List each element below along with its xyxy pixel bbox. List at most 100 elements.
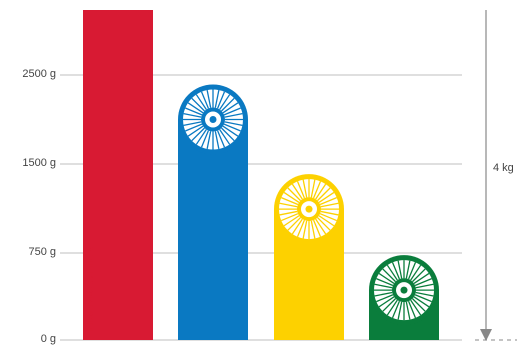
disc-flap bbox=[296, 219, 306, 238]
disc-flap bbox=[216, 130, 226, 148]
disc-flap bbox=[219, 129, 231, 145]
disc-flap bbox=[187, 125, 204, 137]
disc-flap bbox=[279, 202, 298, 208]
disc-flap bbox=[214, 89, 220, 108]
disc-flap bbox=[382, 268, 396, 283]
disc-flap bbox=[415, 283, 434, 289]
disc-flap bbox=[185, 123, 203, 132]
disc-flap bbox=[410, 299, 422, 316]
disc-flap bbox=[221, 97, 235, 112]
bar-cap bbox=[83, 0, 153, 3]
disc-flap bbox=[319, 197, 337, 206]
disc-flap bbox=[320, 202, 339, 208]
disc-flap bbox=[397, 260, 403, 279]
disc-flap bbox=[378, 296, 395, 308]
disc-flap bbox=[407, 262, 417, 280]
bar-group bbox=[83, 0, 153, 340]
disc-flap bbox=[291, 218, 303, 235]
disc-flap bbox=[397, 301, 403, 320]
disc-flap bbox=[317, 187, 331, 202]
disc-flap bbox=[224, 113, 243, 118]
disc-flap bbox=[374, 291, 393, 297]
disc-flap bbox=[312, 219, 322, 238]
flap-disc-icon bbox=[279, 179, 339, 240]
disc-flap bbox=[320, 210, 339, 216]
disc-flap bbox=[315, 183, 327, 200]
max-load-label: 4 kg bbox=[493, 162, 514, 174]
disc-flap bbox=[296, 181, 306, 199]
disc-flap bbox=[414, 278, 432, 287]
disc-flap bbox=[283, 215, 300, 227]
disc-flap bbox=[283, 191, 300, 203]
disc-flap bbox=[191, 127, 205, 142]
disc-flap bbox=[183, 113, 202, 118]
disc-flap bbox=[216, 91, 226, 109]
disc-flap bbox=[405, 301, 411, 320]
bar-group bbox=[178, 84, 248, 340]
disc-flap bbox=[319, 213, 337, 222]
bar bbox=[83, 10, 153, 340]
bar-group bbox=[369, 255, 439, 340]
disc-flap bbox=[281, 197, 299, 206]
disc-flap bbox=[221, 127, 235, 142]
disc-flap bbox=[405, 260, 411, 279]
disc-flap bbox=[413, 296, 430, 308]
disc-flap bbox=[374, 283, 393, 289]
bar bbox=[178, 119, 248, 340]
disc-flap bbox=[414, 294, 432, 303]
disc-flap bbox=[382, 298, 396, 312]
disc-flap bbox=[415, 291, 434, 297]
disc-center bbox=[400, 286, 408, 294]
disc-flap bbox=[195, 94, 207, 110]
brand-label: EISENBLÄTTER bbox=[83, 247, 96, 331]
disc-flap bbox=[222, 102, 239, 114]
disc-flap bbox=[187, 102, 204, 114]
disc-flap bbox=[223, 107, 241, 116]
y-tick-label: 1500 g bbox=[22, 157, 56, 169]
y-tick-label: 0 g bbox=[41, 333, 56, 345]
y-tick-label: 750 g bbox=[28, 246, 56, 258]
disc-flap bbox=[413, 272, 430, 284]
disc-flap bbox=[412, 298, 426, 312]
disc-flap bbox=[310, 179, 316, 198]
disc-flap bbox=[279, 210, 298, 216]
disc-flap bbox=[386, 299, 398, 316]
disc-flap bbox=[287, 217, 301, 231]
disc-flap bbox=[185, 107, 203, 116]
disc-flap bbox=[412, 268, 426, 283]
disc-flap bbox=[315, 218, 327, 235]
disc-flap bbox=[200, 130, 210, 148]
disc-flap bbox=[206, 89, 212, 108]
arrow-head-icon bbox=[480, 329, 492, 341]
disc-flap bbox=[287, 187, 301, 202]
disc-flap bbox=[318, 191, 335, 203]
disc-flap bbox=[224, 121, 243, 126]
disc-flap bbox=[191, 97, 205, 112]
bars bbox=[83, 0, 439, 340]
disc-flap bbox=[391, 262, 401, 280]
disc-center bbox=[305, 205, 313, 213]
disc-flap bbox=[376, 294, 394, 303]
bar-group bbox=[274, 174, 344, 340]
max-load-indicator: 4 kg bbox=[475, 10, 517, 341]
disc-flap bbox=[281, 213, 299, 222]
disc-flap bbox=[200, 91, 210, 109]
disc-flap bbox=[386, 264, 398, 281]
disc-flap bbox=[219, 94, 231, 110]
disc-flap bbox=[222, 125, 239, 137]
disc-flap bbox=[318, 215, 335, 227]
y-axis-ticks: 0 g 750 g 1500 g 2500 g bbox=[22, 68, 56, 345]
disc-flap bbox=[206, 131, 212, 150]
disc-flap bbox=[376, 278, 394, 287]
disc-flap bbox=[391, 300, 401, 319]
disc-flap bbox=[291, 183, 303, 200]
flap-disc-icon bbox=[183, 89, 243, 150]
disc-flap bbox=[378, 272, 395, 284]
disc-flap bbox=[410, 264, 422, 281]
disc-flap bbox=[317, 217, 331, 231]
disc-flap bbox=[302, 179, 308, 198]
disc-flap bbox=[183, 121, 202, 126]
y-tick-label: 2500 g bbox=[22, 68, 56, 80]
disc-flap bbox=[223, 123, 241, 132]
